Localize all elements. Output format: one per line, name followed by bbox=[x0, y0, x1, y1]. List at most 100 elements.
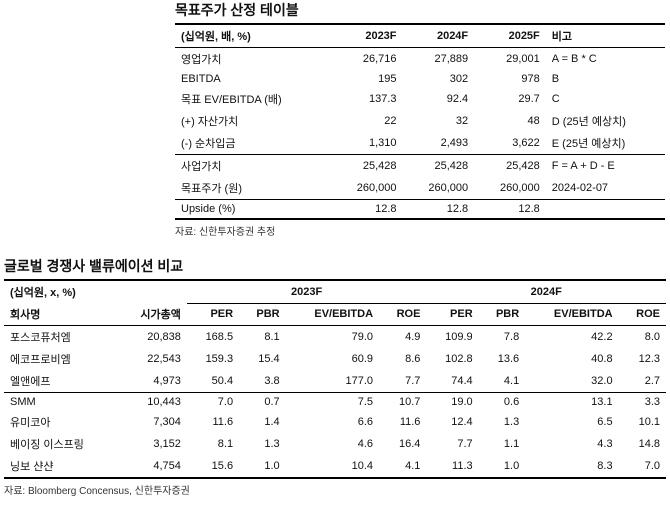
table2-company: 에코프로비엠 bbox=[4, 348, 118, 370]
table2-cell: 11.6 bbox=[187, 411, 239, 433]
table2-cell: 4.6 bbox=[286, 433, 379, 455]
table2-cell: 40.8 bbox=[525, 348, 618, 370]
table2-sh2: EV/EBITDA bbox=[286, 303, 379, 326]
table2-cell: 0.6 bbox=[479, 393, 526, 412]
table1-cell: 25,428 bbox=[403, 155, 475, 178]
table2-cell: 168.5 bbox=[187, 326, 239, 349]
table2: (십억원, x, %) 2023F 2024F 회사명 시가총액 PER PBR… bbox=[4, 279, 666, 479]
table2-cell: 19.0 bbox=[426, 393, 478, 412]
table2-sh7: ROE bbox=[619, 303, 666, 326]
table2-cell: 3.3 bbox=[619, 393, 666, 412]
table1-cell: 260,000 bbox=[331, 177, 403, 200]
table2-cap: 22,543 bbox=[118, 348, 187, 370]
table1-note bbox=[546, 200, 665, 220]
table1-note: 2024-02-07 bbox=[546, 177, 665, 200]
table1-rowlabel: 목표 EV/EBITDA (배) bbox=[175, 88, 331, 110]
table1-h2: 2025F bbox=[474, 24, 546, 48]
table2-cell: 159.3 bbox=[187, 348, 239, 370]
table2-cell: 16.4 bbox=[379, 433, 426, 455]
table1-cell: 260,000 bbox=[403, 177, 475, 200]
table1-rowlabel: 사업가치 bbox=[175, 155, 331, 178]
table1: (십억원, 배, %) 2023F 2024F 2025F 비고 영업가치26,… bbox=[175, 23, 665, 220]
table2-cell: 8.3 bbox=[525, 455, 618, 478]
table2-cap: 7,304 bbox=[118, 411, 187, 433]
table1-cell: 25,428 bbox=[331, 155, 403, 178]
table1-cell: 260,000 bbox=[474, 177, 546, 200]
table2-cell: 79.0 bbox=[286, 326, 379, 349]
table2-cell: 42.2 bbox=[525, 326, 618, 349]
table2-cell: 6.6 bbox=[286, 411, 379, 433]
table2-company: 포스코퓨처엠 bbox=[4, 326, 118, 349]
table2-cell: 7.7 bbox=[379, 370, 426, 393]
table1-h1: 2024F bbox=[403, 24, 475, 48]
table2-cell: 7.0 bbox=[187, 393, 239, 412]
table1-cell: 25,428 bbox=[474, 155, 546, 178]
table1-h3: 비고 bbox=[546, 24, 665, 48]
table1-cell: 26,716 bbox=[331, 48, 403, 71]
table1-rowlabel: Upside (%) bbox=[175, 200, 331, 220]
table2-cell: 1.0 bbox=[479, 455, 526, 478]
table1-cell: 92.4 bbox=[403, 88, 475, 110]
table1-cell: 29.7 bbox=[474, 88, 546, 110]
table1-cell: 137.3 bbox=[331, 88, 403, 110]
table2-cell: 4.1 bbox=[379, 455, 426, 478]
table2-sh6: EV/EBITDA bbox=[525, 303, 618, 326]
table2-cell: 13.6 bbox=[479, 348, 526, 370]
table1-cell: 2,493 bbox=[403, 132, 475, 155]
table2-company: 베이징 이스프링 bbox=[4, 433, 118, 455]
table2-cell: 15.6 bbox=[187, 455, 239, 478]
table1-cell: 12.8 bbox=[403, 200, 475, 220]
table2-company: SMM bbox=[4, 393, 118, 412]
table2-cell: 109.9 bbox=[426, 326, 478, 349]
table2-cell: 3.8 bbox=[239, 370, 286, 393]
table2-group-2024: 2024F bbox=[426, 280, 666, 303]
table2-cap: 4,754 bbox=[118, 455, 187, 478]
table2-cell: 7.7 bbox=[426, 433, 478, 455]
table2-cell: 1.0 bbox=[239, 455, 286, 478]
table2-cap: 4,973 bbox=[118, 370, 187, 393]
table1-rowlabel: (+) 자산가치 bbox=[175, 110, 331, 132]
table1-cell: 22 bbox=[331, 110, 403, 132]
table2-cell: 1.4 bbox=[239, 411, 286, 433]
table2-col-company: 회사명 bbox=[4, 303, 118, 326]
table2-cell: 10.1 bbox=[619, 411, 666, 433]
global-valuation-table-wrap: 글로벌 경쟁사 밸류에이션 비교 (십억원, x, %) 2023F 2024F… bbox=[4, 256, 666, 497]
table2-group-2023: 2023F bbox=[187, 280, 427, 303]
table1-note: B bbox=[546, 70, 665, 88]
table2-unit: (십억원, x, %) bbox=[4, 280, 118, 303]
table1-rowlabel: 영업가치 bbox=[175, 48, 331, 71]
table1-cell: 29,001 bbox=[474, 48, 546, 71]
table2-cell: 74.4 bbox=[426, 370, 478, 393]
table2-cell: 50.4 bbox=[187, 370, 239, 393]
table1-note: D (25년 예상치) bbox=[546, 110, 665, 132]
table2-cell: 102.8 bbox=[426, 348, 478, 370]
table2-cap: 20,838 bbox=[118, 326, 187, 349]
table2-cell: 8.1 bbox=[187, 433, 239, 455]
table2-title: 글로벌 경쟁사 밸류에이션 비교 bbox=[4, 256, 666, 276]
table2-cell: 12.3 bbox=[619, 348, 666, 370]
table2-company: 유미코아 bbox=[4, 411, 118, 433]
table1-note: A = B * C bbox=[546, 48, 665, 71]
table1-cell: 302 bbox=[403, 70, 475, 88]
table2-cell: 2.7 bbox=[619, 370, 666, 393]
target-price-table-wrap: 목표주가 산정 테이블 (십억원, 배, %) 2023F 2024F 2025… bbox=[175, 0, 665, 238]
table1-cell: 27,889 bbox=[403, 48, 475, 71]
table2-cell: 4.3 bbox=[525, 433, 618, 455]
table1-rowlabel: EBITDA bbox=[175, 70, 331, 88]
table1-note: F = A + D - E bbox=[546, 155, 665, 178]
table2-cell: 60.9 bbox=[286, 348, 379, 370]
table2-sh5: PBR bbox=[479, 303, 526, 326]
table2-cell: 1.3 bbox=[239, 433, 286, 455]
table2-cap: 10,443 bbox=[118, 393, 187, 412]
table2-cell: 8.0 bbox=[619, 326, 666, 349]
table2-col-cap: 시가총액 bbox=[118, 303, 187, 326]
table2-cell: 15.4 bbox=[239, 348, 286, 370]
table2-cell: 0.7 bbox=[239, 393, 286, 412]
table2-cell: 8.1 bbox=[239, 326, 286, 349]
table2-cell: 4.9 bbox=[379, 326, 426, 349]
table1-cell: 195 bbox=[331, 70, 403, 88]
table1-cell: 12.8 bbox=[474, 200, 546, 220]
table2-sh3: ROE bbox=[379, 303, 426, 326]
table2-sh1: PBR bbox=[239, 303, 286, 326]
table2-cell: 7.8 bbox=[479, 326, 526, 349]
